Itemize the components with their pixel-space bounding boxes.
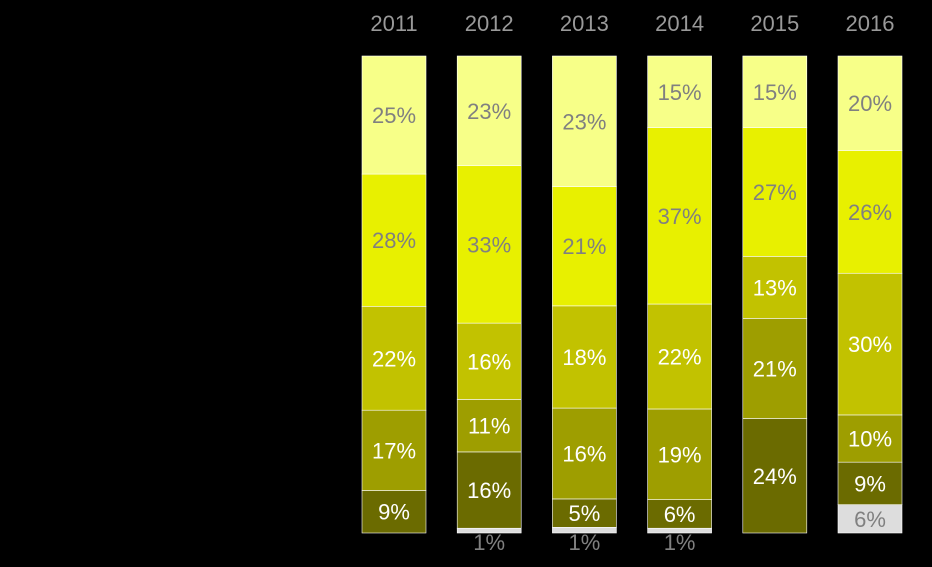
bar-label-2012-3: 16% (467, 349, 511, 374)
bar-label-2016-4: 26% (848, 200, 892, 225)
bar-label-2012-0: 1% (473, 530, 505, 555)
bar-segment-2011-1 (361, 490, 427, 534)
bar-label-2016-0: 6% (854, 507, 886, 532)
year-label-2012: 2012 (465, 11, 514, 36)
bar-label-2011-3: 22% (372, 346, 416, 371)
bar-label-2013-2: 16% (562, 442, 606, 467)
bar-segment-2016-2 (837, 414, 903, 463)
bar-segment-2014-4 (647, 127, 712, 305)
bar-segment-2015-3 (742, 256, 808, 319)
bar-segment-2015-5 (742, 55, 808, 128)
bar-label-2015-4: 27% (753, 180, 797, 205)
bar-segment-2015-2 (742, 318, 808, 419)
bar-segment-2012-4 (456, 165, 522, 324)
bar-label-2011-2: 17% (372, 438, 416, 463)
year-label-2011: 2011 (370, 11, 417, 36)
bar-segment-2012-3 (456, 322, 522, 400)
bar-label-2016-5: 20% (848, 91, 892, 116)
bar-label-2013-1: 5% (569, 501, 601, 526)
bar-label-2014-3: 22% (658, 345, 702, 370)
bar-label-2013-3: 18% (562, 345, 606, 370)
bar-label-2012-5: 23% (467, 99, 511, 124)
year-label-2014: 2014 (655, 11, 704, 36)
bar-segment-2016-5 (837, 55, 903, 151)
bar-label-2014-4: 37% (658, 204, 702, 229)
bar-label-2014-5: 15% (658, 80, 702, 105)
bar-label-2012-4: 33% (467, 232, 511, 257)
bar-label-2015-3: 13% (753, 275, 797, 300)
bar-segment-2014-3 (647, 303, 712, 410)
bar-label-2016-1: 9% (854, 471, 886, 496)
year-label-2015: 2015 (750, 11, 799, 36)
bar-segment-2012-5 (456, 55, 522, 167)
bar-segment-2011-2 (361, 409, 427, 491)
bar-label-2011-4: 28% (372, 228, 416, 253)
bar-segment-2013-3 (552, 305, 617, 409)
bar-segment-2014-1 (647, 499, 712, 529)
bars: 9% 17% 22% 28% 25% 1% 16% 11% 16% 33% 23% 1% 5% 16% 18… (361, 55, 903, 555)
year-labels: 2011 2012 2013 2014 2015 2016 (370, 11, 894, 36)
bar-segment-2013-2 (552, 407, 617, 500)
year-label-2013: 2013 (560, 11, 609, 36)
bar-label-2011-1: 9% (378, 500, 410, 525)
bar-label-2015-5: 15% (753, 80, 797, 105)
bar-label-2013-0: 1% (569, 530, 601, 555)
bar-segment-2016-0 (837, 504, 903, 534)
bar-segment-2015-1 (742, 418, 808, 534)
bar-label-2012-1: 16% (467, 478, 511, 503)
bar-segment-2011-4 (361, 173, 427, 307)
bar-label-2015-1: 24% (753, 464, 797, 489)
bar-label-2013-5: 23% (562, 109, 606, 134)
bar-segment-2016-3 (837, 272, 903, 416)
bar-segment-2014-5 (647, 55, 712, 128)
bar-label-2015-2: 21% (753, 356, 797, 381)
bar-label-2013-4: 21% (562, 234, 606, 259)
bar-label-2016-3: 30% (848, 332, 892, 357)
bar-segment-2012-2 (456, 399, 522, 453)
bar-segment-2013-5 (552, 55, 617, 187)
bar-segment-2013-4 (552, 186, 617, 307)
year-label-2016: 2016 (846, 11, 895, 36)
bar-segment-2016-4 (837, 150, 903, 274)
bar-segment-2016-1 (837, 461, 903, 505)
bar-label-2016-2: 10% (848, 427, 892, 452)
bar-segment-2012-1 (456, 451, 522, 529)
bar-segment-2015-4 (742, 127, 808, 257)
bar-label-2014-1: 6% (664, 502, 696, 527)
bar-label-2014-0: 1% (664, 530, 696, 555)
bar-label-2011-5: 25% (372, 103, 416, 128)
bar-label-2012-2: 11% (468, 414, 510, 439)
bar-segment-2014-2 (647, 408, 712, 500)
bar-segment-2011-5 (361, 55, 427, 175)
bar-label-2014-2: 19% (658, 442, 702, 467)
